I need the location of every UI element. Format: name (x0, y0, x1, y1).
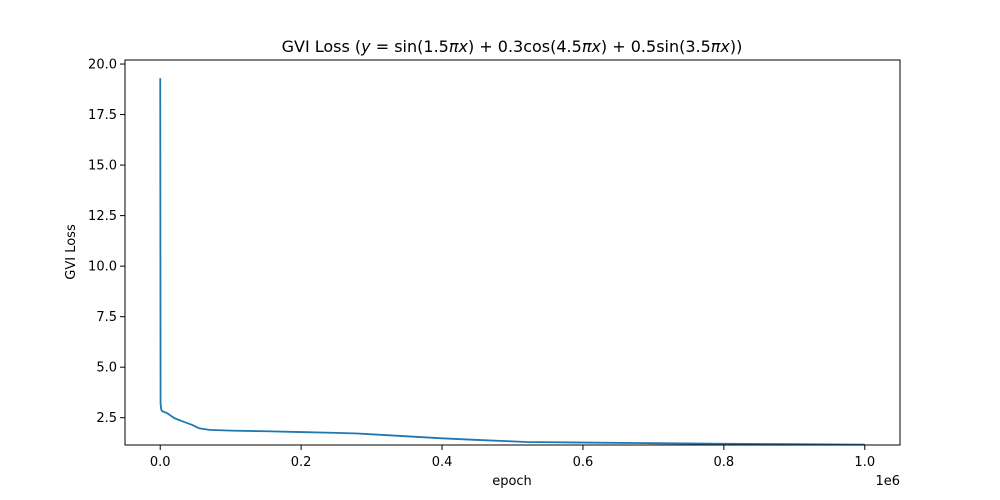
plot-area (159, 78, 865, 446)
chart-title: GVI Loss (y = sin(1.5πx) + 0.3cos(4.5πx)… (282, 37, 743, 56)
x-axis-offset-label: 1e6 (875, 474, 900, 489)
title-part: πx (449, 37, 469, 56)
y-tick-label: 12.5 (88, 209, 117, 224)
title-part: )) (730, 37, 742, 56)
x-axis-label: epoch (492, 474, 532, 489)
y-tick-label: 15.0 (88, 159, 117, 174)
title-part: GVI Loss ( (282, 37, 362, 56)
y-axis: 2.5 5.0 7.5 10.0 12.5 15.0 17.5 20.0 (88, 58, 125, 426)
title-part: ) + 0.5sin(3.5 (601, 37, 711, 56)
title-part: πx (582, 37, 602, 56)
y-tick-label: 17.5 (88, 108, 117, 123)
series-line-gvi-loss (159, 78, 865, 446)
x-tick-label: 1.0 (854, 455, 875, 470)
title-part: y (360, 37, 371, 56)
y-tick-label: 7.5 (96, 310, 117, 325)
x-tick-label: 0.0 (150, 455, 171, 470)
title-part: = sin(1.5 (371, 37, 449, 56)
y-tick-label: 10.0 (88, 260, 117, 275)
y-tick-label: 20.0 (88, 58, 117, 73)
x-tick-label: 0.2 (291, 455, 312, 470)
title-part: πx (711, 37, 731, 56)
x-tick-label: 0.6 (573, 455, 594, 470)
y-tick-label: 5.0 (96, 361, 117, 376)
y-axis-label: GVI Loss (64, 224, 79, 280)
x-tick-label: 0.4 (432, 455, 453, 470)
x-axis: 0.0 0.2 0.4 0.6 0.8 1.0 (150, 445, 875, 470)
axes-frame (124, 59, 901, 446)
title-part: ) + 0.3cos(4.5 (468, 37, 582, 56)
x-tick-label: 0.8 (714, 455, 735, 470)
y-tick-label: 2.5 (96, 411, 117, 426)
